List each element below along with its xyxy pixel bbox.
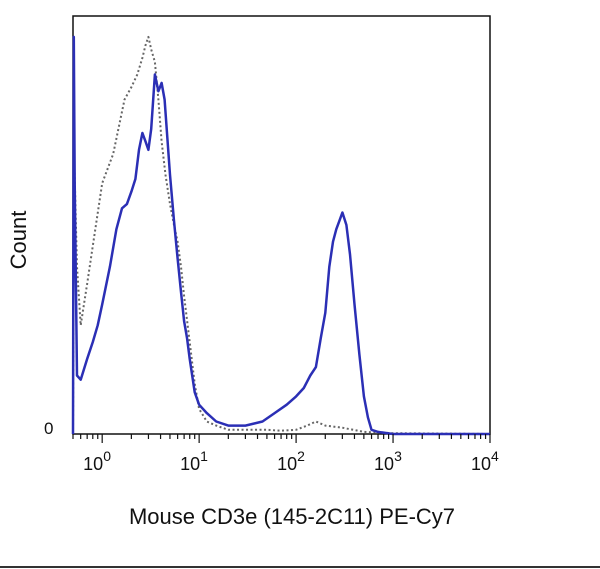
x-tick-label: 100 (83, 448, 111, 474)
bottom-rule (0, 566, 600, 568)
x-tick-label: 103 (374, 448, 402, 474)
x-tick-label: 101 (180, 448, 208, 474)
y-axis-label: Count (6, 211, 31, 270)
series-line-stained (71, 35, 490, 436)
x-axis-tick-labels: 100 101 102 103 104 (83, 448, 499, 474)
x-axis-label: Mouse CD3e (145-2C11) PE-Cy7 (129, 504, 455, 529)
x-tick-label: 104 (471, 448, 499, 474)
series-line-isotype-control (72, 35, 491, 435)
series-layer (71, 35, 491, 436)
y-axis-zero-label: 0 (44, 419, 53, 438)
x-tick-label: 102 (277, 448, 305, 474)
x-axis-ticks (72, 434, 491, 443)
